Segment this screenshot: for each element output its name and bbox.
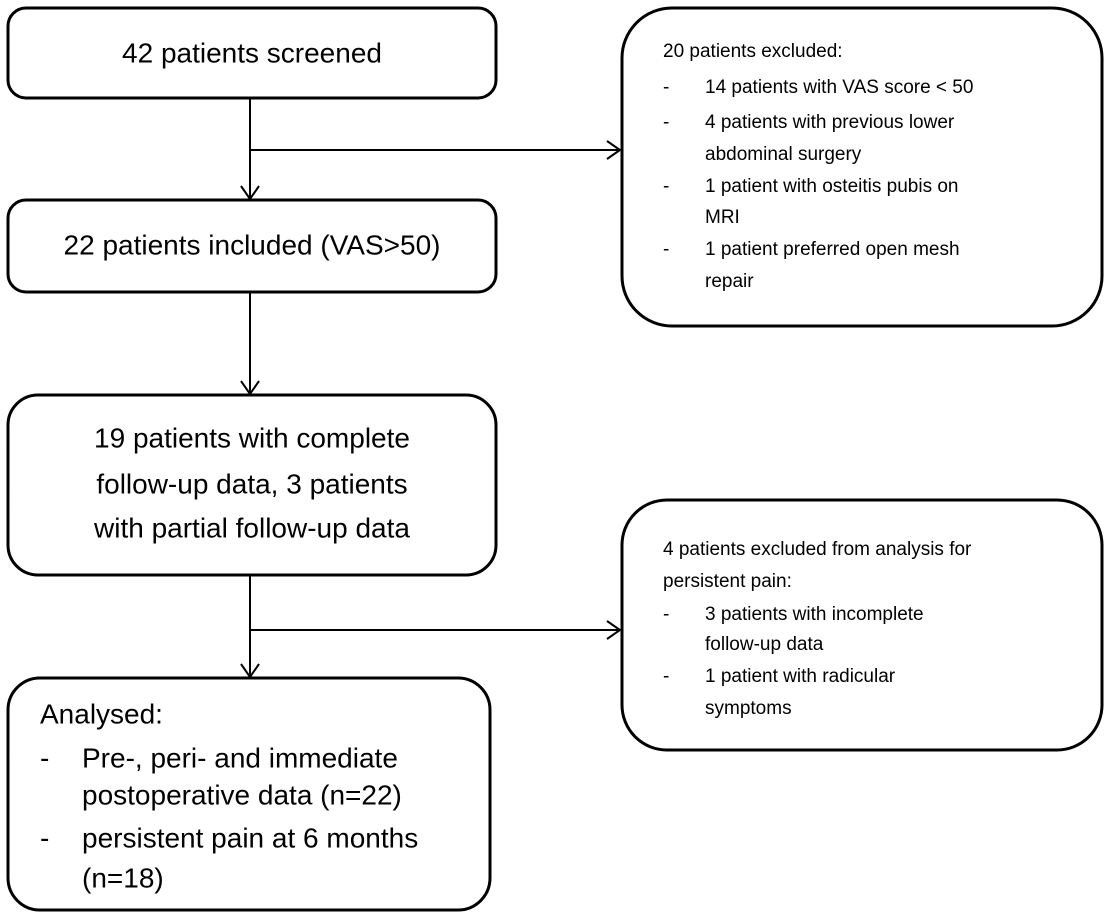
box bbox=[6, 6, 498, 100]
node-text: MRI bbox=[705, 207, 740, 228]
node-text: abdominal surgery bbox=[705, 144, 862, 165]
node-text: repair bbox=[705, 271, 754, 292]
node-text: 19 patients with complete bbox=[94, 422, 410, 453]
node-text: Pre-, peri- and immediate bbox=[82, 742, 398, 773]
bullet-marker: - bbox=[663, 77, 669, 98]
box bbox=[6, 198, 498, 294]
arrow bbox=[250, 140, 622, 160]
node-text: with partial follow-up data bbox=[93, 512, 410, 543]
arrow bbox=[240, 575, 260, 679]
node-text: 4 patients excluded from analysis for bbox=[663, 539, 972, 560]
node-text: follow-up data, 3 patients bbox=[96, 468, 407, 499]
bullet-marker: - bbox=[663, 239, 669, 260]
node-text: 3 patients with incomplete bbox=[705, 604, 924, 625]
node-text: 4 patients with previous lower bbox=[705, 112, 955, 133]
box bbox=[620, 498, 1104, 752]
node-text: Analysed: bbox=[40, 698, 163, 729]
box bbox=[620, 6, 1104, 328]
node-text: symptoms bbox=[705, 698, 792, 719]
arrow bbox=[240, 292, 260, 396]
bullet-marker: - bbox=[663, 666, 669, 687]
node-text: postoperative data (n=22) bbox=[82, 779, 402, 810]
node-text: 20 patients excluded: bbox=[663, 41, 843, 62]
node-text: 1 patient with radicular bbox=[705, 666, 896, 687]
node-text: 22 patients included (VAS>50) bbox=[64, 229, 441, 260]
node-text: 1 patient with osteitis pubis on bbox=[705, 176, 959, 197]
node-text: 14 patients with VAS score < 50 bbox=[705, 77, 973, 98]
node-text: 1 patient preferred open mesh bbox=[705, 239, 960, 260]
connectors bbox=[240, 98, 622, 679]
node-text: follow-up data bbox=[705, 634, 824, 655]
bullet-marker: - bbox=[663, 112, 669, 133]
bullet-marker: - bbox=[40, 822, 49, 853]
bullet-marker: - bbox=[663, 604, 669, 625]
node-text: persistent pain: bbox=[663, 571, 792, 592]
box bbox=[6, 393, 498, 577]
node-text: (n=18) bbox=[82, 862, 164, 893]
node-text: persistent pain at 6 months bbox=[82, 822, 418, 853]
bullet-marker: - bbox=[663, 176, 669, 197]
box bbox=[6, 676, 492, 912]
arrow bbox=[240, 98, 260, 201]
bullet-marker: - bbox=[40, 742, 49, 773]
arrow bbox=[250, 620, 622, 640]
texts: 42 patients screened 22 patients included… bbox=[40, 37, 973, 893]
node-text: 42 patients screened bbox=[122, 37, 382, 68]
